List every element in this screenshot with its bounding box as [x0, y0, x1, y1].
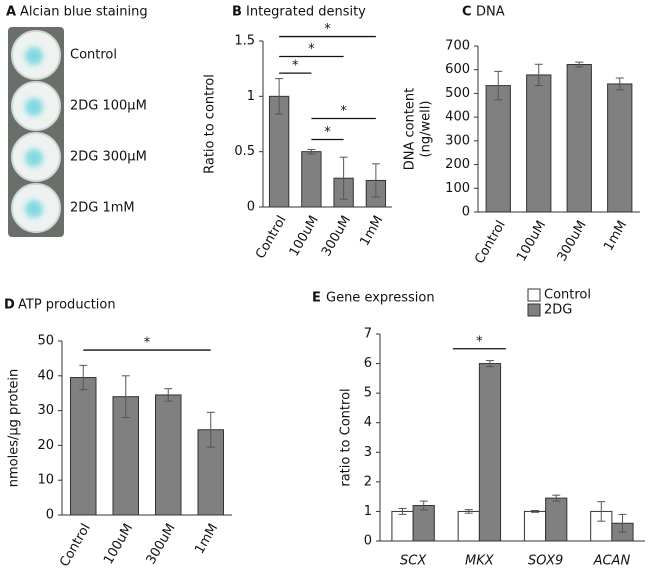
panel-label: D — [4, 298, 15, 313]
well-label: Control — [70, 48, 117, 63]
bar — [566, 63, 592, 213]
significance-label: * — [324, 125, 331, 140]
x-tick-label: 1mM — [192, 521, 221, 556]
legend-label: Control — [544, 288, 591, 303]
stain — [25, 149, 43, 167]
bar — [607, 83, 633, 213]
bar — [412, 505, 435, 542]
y-tick-label: 3 — [364, 445, 372, 460]
x-tick-label: Control — [472, 218, 508, 266]
y-tick-label: 400 — [445, 110, 470, 125]
y-tick-label: 500 — [445, 86, 470, 101]
y-tick-label: 0 — [462, 205, 470, 220]
bar — [70, 377, 97, 516]
y-tick-label: 40 — [37, 368, 54, 383]
y-tick-label: 100 — [445, 181, 470, 196]
significance-label: * — [308, 42, 315, 57]
y-tick-label: 20 — [37, 438, 54, 453]
panel-label: E — [312, 291, 321, 306]
x-tick-label: SOX9 — [528, 554, 563, 569]
y-tick-label: 200 — [445, 157, 470, 172]
panel-title: Integrated density — [246, 5, 366, 20]
x-tick-label: 300uM — [144, 521, 179, 567]
x-tick-label: MKX — [465, 554, 495, 569]
x-tick-label: 1mM — [601, 218, 630, 253]
bar — [457, 510, 480, 542]
y-tick-label: 6 — [364, 356, 372, 371]
x-tick-label: ACAN — [593, 554, 631, 569]
x-tick-label: 1mM — [357, 213, 386, 248]
y-axis-label: nmoles/µg protein — [7, 369, 22, 488]
panel-label: B — [232, 5, 242, 20]
x-tick-label: Control — [57, 521, 93, 569]
panel-title: ATP production — [18, 298, 116, 313]
y-tick-label: 50 — [37, 334, 54, 349]
bar — [545, 497, 568, 542]
stain — [25, 98, 43, 116]
y-tick-label: 2 — [364, 474, 372, 489]
stain — [25, 47, 43, 65]
significance-label: * — [340, 104, 347, 119]
well-label: 2DG 1mM — [70, 201, 135, 216]
y-tick-label: 1 — [247, 89, 255, 104]
y-axis-label: Ratio to control — [203, 74, 218, 174]
significance-label: * — [292, 59, 299, 74]
y-tick-label: 1 — [364, 504, 372, 519]
bar — [485, 85, 511, 213]
y-axis-label: DNA content — [403, 88, 418, 171]
well-label: 2DG 300μM — [70, 150, 147, 165]
bar — [478, 363, 502, 542]
y-tick-label: 7 — [364, 327, 372, 342]
x-tick-label: 100uM — [287, 213, 322, 259]
legend-label: 2DG — [544, 303, 572, 318]
panel-label: A — [6, 5, 16, 20]
y-tick-label: 10 — [37, 473, 54, 488]
y-axis-label: ratio to Control — [339, 388, 354, 486]
y-tick-label: 0.5 — [234, 144, 255, 159]
panel-label: C — [462, 5, 472, 20]
panel-title: DNA — [476, 5, 505, 20]
stain — [25, 200, 43, 218]
y-tick-label: 600 — [445, 62, 470, 77]
x-tick-label: SCX — [400, 554, 427, 569]
y-tick-label: 700 — [445, 39, 470, 54]
x-tick-label: 100uM — [514, 218, 549, 264]
significance-label: * — [144, 336, 151, 351]
y-tick-label: 0 — [46, 508, 54, 523]
significance-label: * — [476, 334, 483, 349]
y-tick-label: 30 — [37, 403, 54, 418]
x-tick-label: 300uM — [555, 218, 590, 264]
y-tick-label: 300 — [445, 133, 470, 148]
legend-swatch — [527, 303, 541, 317]
panel-title: Alcian blue staining — [20, 5, 148, 20]
bar — [301, 151, 322, 208]
well-label: 2DG 100μM — [70, 99, 147, 114]
bar — [155, 394, 182, 516]
bar — [526, 74, 552, 213]
significance-label: * — [324, 22, 331, 37]
x-tick-label: 300uM — [319, 213, 354, 259]
y-tick-label: 0 — [247, 200, 255, 215]
legend-swatch — [527, 288, 541, 302]
y-tick-label: 5 — [364, 386, 372, 401]
y-tick-label: 0 — [364, 534, 372, 549]
y-tick-label: 1.5 — [234, 34, 255, 49]
x-tick-label: Control — [253, 213, 289, 261]
panel-title: Gene expression — [326, 291, 435, 306]
y-axis-label: (ng/well) — [419, 101, 434, 158]
y-tick-label: 4 — [364, 415, 372, 430]
bar — [391, 510, 414, 542]
x-tick-label: 100uM — [101, 521, 136, 567]
bar — [523, 510, 547, 542]
